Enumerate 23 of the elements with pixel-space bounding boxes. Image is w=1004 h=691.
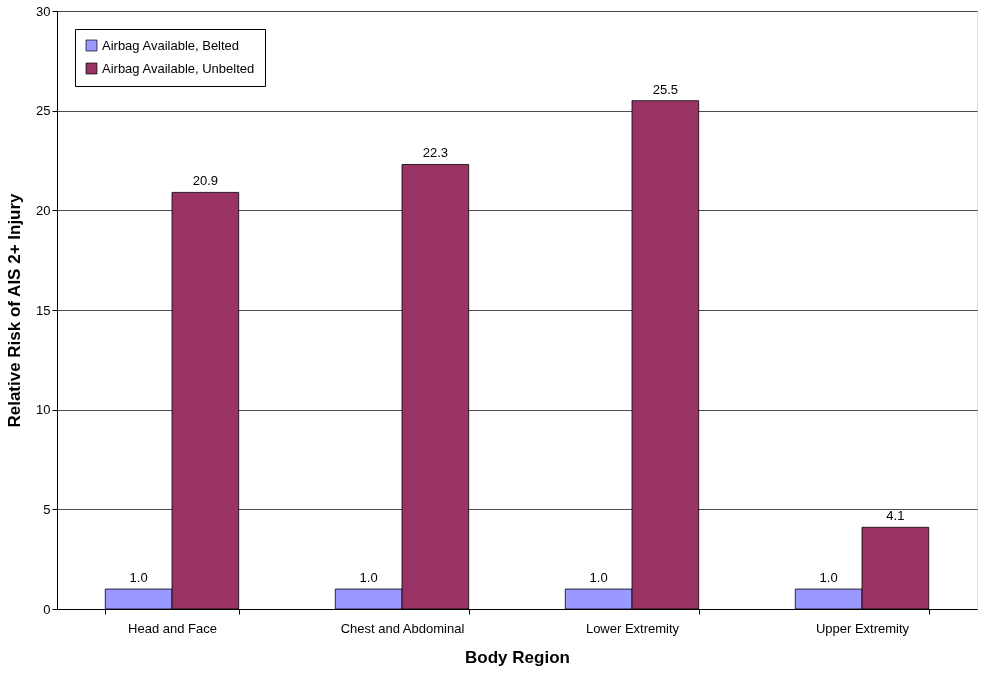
data-label: 1.0 bbox=[819, 570, 838, 586]
y-tick-label: 5 bbox=[43, 501, 51, 517]
data-label: 1.0 bbox=[129, 570, 148, 586]
x-tick-label: Chest and Abdominal bbox=[340, 620, 465, 636]
y-tick-label: 15 bbox=[36, 302, 51, 318]
x-tick-label: Head and Face bbox=[128, 620, 217, 636]
data-label: 1.0 bbox=[589, 570, 608, 586]
x-tick-label: Lower Extremity bbox=[585, 620, 680, 636]
y-tick-label: 25 bbox=[36, 103, 51, 119]
legend-label: Airbag Available, Unbelted bbox=[102, 60, 255, 76]
x-axis-title: Body Region bbox=[465, 647, 570, 667]
data-label: 1.0 bbox=[359, 570, 378, 586]
data-label: 20.9 bbox=[192, 173, 219, 189]
data-label: 25.5 bbox=[652, 81, 679, 97]
y-tick-label: 20 bbox=[36, 202, 51, 218]
legend-label: Airbag Available, Belted bbox=[102, 37, 240, 53]
x-tick-label: Upper Extremity bbox=[815, 620, 910, 636]
data-label: 22.3 bbox=[422, 145, 449, 161]
y-tick-label: 10 bbox=[36, 402, 51, 418]
y-tick-label: 30 bbox=[36, 3, 51, 19]
data-label: 4.1 bbox=[886, 508, 905, 524]
y-tick-label: 0 bbox=[43, 601, 51, 617]
y-axis-title: Relative Risk of AIS 2+ Injury bbox=[5, 192, 25, 428]
